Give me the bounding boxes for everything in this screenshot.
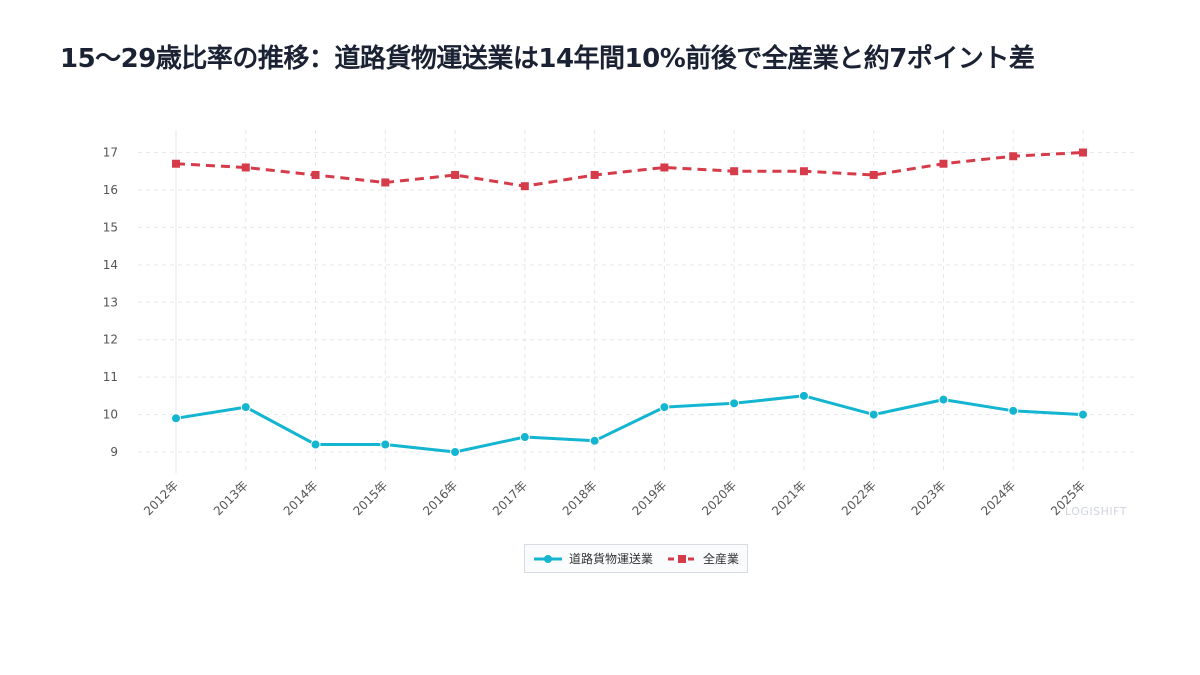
x-tick-label: 2020年 [699, 478, 739, 518]
watermark: LOGISHIFT [1065, 505, 1127, 518]
y-tick-label: 12 [103, 333, 118, 347]
data-point-0[interactable] [171, 413, 181, 424]
data-point-1[interactable] [730, 167, 739, 176]
data-point-1[interactable] [869, 170, 878, 179]
legend-swatch-all-industries [668, 554, 697, 563]
series-group [171, 148, 1088, 457]
y-tick-label: 15 [103, 220, 118, 234]
data-point-1[interactable] [241, 163, 250, 172]
data-point-1[interactable] [381, 178, 390, 187]
data-point-0[interactable] [729, 398, 740, 409]
data-point-0[interactable] [659, 402, 670, 413]
x-tick-label: 2018年 [560, 478, 600, 518]
data-point-0[interactable] [868, 409, 879, 420]
y-tick-label: 17 [103, 146, 118, 160]
y-axis: 9 10 11 12 13 14 15 16 17 [103, 146, 118, 460]
x-tick-label: 2016年 [420, 478, 460, 518]
data-point-0[interactable] [240, 402, 251, 413]
legend-swatch-road-freight [534, 554, 562, 563]
x-tick-label: 2022年 [839, 478, 879, 518]
x-tick-label: 2023年 [909, 478, 949, 518]
y-tick-label: 10 [103, 408, 118, 422]
series-line-1 [175, 151, 1084, 188]
legend-item-road-freight[interactable]: 道路貨物運送業 [533, 550, 653, 567]
data-point-1[interactable] [660, 163, 669, 172]
legend-label-all-industries: 全産業 [703, 552, 740, 566]
legend-item-all-industries[interactable]: 全産業 [667, 550, 739, 567]
data-point-1[interactable] [172, 159, 180, 168]
y-tick-label: 16 [103, 183, 118, 197]
x-tick-label: 2015年 [350, 478, 390, 518]
y-tick-label: 9 [110, 445, 118, 459]
x-tick-label: 2021年 [769, 478, 809, 518]
legend: 道路貨物運送業 全産業 [524, 544, 749, 573]
series-line-0 [175, 394, 1084, 454]
x-tick-label: 2014年 [281, 478, 321, 518]
data-point-1[interactable] [939, 159, 948, 168]
y-tick-label: 11 [103, 370, 118, 384]
data-point-0[interactable] [380, 439, 391, 450]
x-tick-label: 2012年 [141, 478, 181, 518]
y-tick-label: 13 [103, 295, 118, 309]
data-point-0[interactable] [589, 435, 600, 446]
data-point-0[interactable] [1008, 405, 1019, 416]
data-point-0[interactable] [938, 394, 949, 405]
data-point-1[interactable] [311, 170, 320, 179]
data-point-1[interactable] [520, 182, 529, 191]
chart-title: 15〜29歳比率の推移：道路貨物運送業は14年間10%前後で全産業と約7ポイント… [60, 44, 1035, 74]
data-point-0[interactable] [450, 447, 461, 457]
data-point-0[interactable] [798, 390, 809, 401]
x-tick-label: 2019年 [630, 478, 670, 518]
x-tick-label: 2017年 [490, 478, 530, 518]
data-point-1[interactable] [451, 170, 460, 179]
data-point-0[interactable] [1078, 409, 1088, 420]
data-point-0[interactable] [519, 432, 530, 443]
x-tick-label: 2024年 [978, 478, 1018, 518]
y-tick-label: 14 [103, 258, 118, 272]
data-point-0[interactable] [310, 439, 321, 450]
legend-label-road-freight: 道路貨物運送業 [569, 552, 654, 566]
grid-lines [138, 130, 1138, 473]
data-point-1[interactable] [1079, 148, 1087, 157]
data-point-1[interactable] [590, 170, 599, 179]
x-tick-label: 2013年 [211, 478, 251, 518]
data-point-1[interactable] [799, 167, 808, 176]
x-axis: 2012年 2013年 2014年 2015年 2016年 2017年 2018年 2019年… [141, 478, 1088, 518]
data-point-1[interactable] [1009, 152, 1018, 161]
